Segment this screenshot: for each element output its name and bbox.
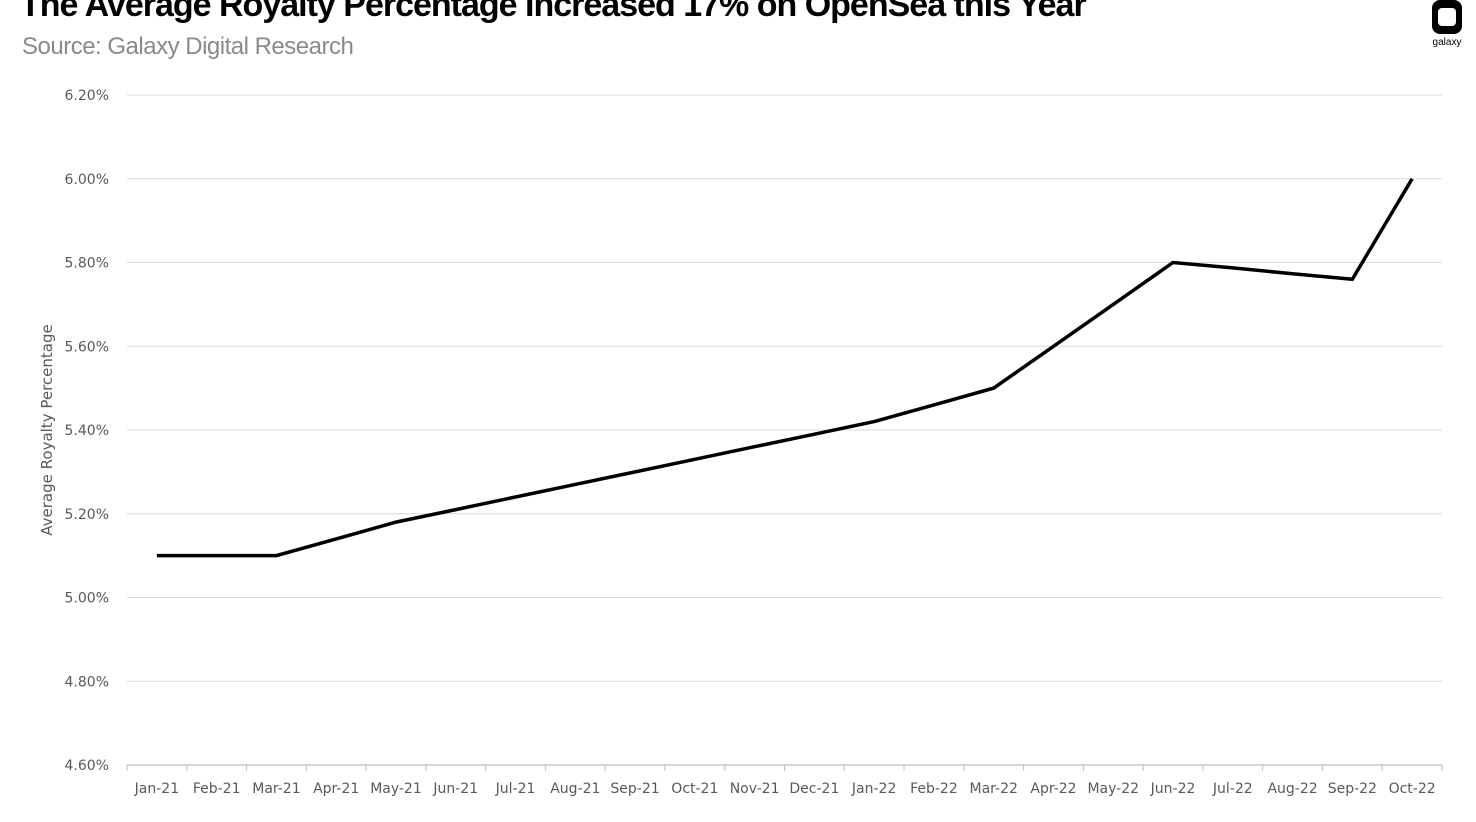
- y-axis-label: Average Royalty Percentage: [38, 324, 56, 535]
- x-tick-label: Aug-22: [1267, 781, 1317, 797]
- galaxy-logo: galaxy: [1422, 0, 1472, 56]
- y-tick-label: 5.60%: [65, 339, 109, 355]
- series-line: [156, 177, 1414, 558]
- chart-title: The Average Royalty Percentage Increased…: [20, 0, 1087, 24]
- x-tick-label: Sep-22: [1328, 781, 1377, 797]
- gridlines: [127, 94, 1442, 682]
- y-tick-label: 5.00%: [65, 591, 109, 607]
- chart-subtitle: Source: Galaxy Digital Research: [22, 33, 354, 60]
- x-tick-label: Feb-22: [910, 781, 958, 797]
- x-tick-label: Jan-22: [851, 781, 896, 797]
- x-tick-label: Mar-21: [252, 781, 300, 797]
- y-axis-ticks: 6.20% 6.00% 5.80% 5.60% 5.40% 5.20% 5.00% 4.80%…: [65, 88, 109, 774]
- x-tick-label: Apr-22: [1030, 781, 1076, 797]
- x-tick-label: Oct-22: [1389, 781, 1436, 797]
- x-axis: [126, 764, 1443, 771]
- y-tick-label: 4.60%: [65, 758, 109, 774]
- x-tick-label: Jun-22: [1150, 781, 1196, 797]
- y-tick-label: 6.00%: [65, 172, 109, 188]
- x-axis-ticks: Jan-21 Feb-21 Mar-21 Apr-21 May-21 Jun-21 Jul-…: [134, 781, 1436, 797]
- y-tick-label: 5.20%: [65, 507, 109, 523]
- x-tick-label: Oct-21: [671, 781, 718, 797]
- galaxy-logo-icon: [1432, 0, 1462, 34]
- y-tick-label: 6.20%: [65, 88, 109, 104]
- y-tick-label: 5.40%: [65, 423, 109, 439]
- x-tick-label: Feb-21: [193, 781, 241, 797]
- x-tick-label: May-21: [370, 781, 422, 797]
- galaxy-logo-text: galaxy: [1432, 37, 1462, 48]
- x-tick-label: Jul-21: [495, 781, 536, 797]
- y-tick-label: 4.80%: [65, 674, 109, 690]
- x-tick-label: Jun-21: [432, 781, 478, 797]
- x-tick-label: Sep-21: [610, 781, 659, 797]
- x-tick-label: Jan-21: [134, 781, 179, 797]
- x-tick-label: Apr-21: [313, 781, 359, 797]
- x-tick-label: Jul-22: [1212, 781, 1253, 797]
- series-group: [156, 177, 1414, 558]
- x-tick-label: Mar-22: [970, 781, 1018, 797]
- x-tick-label: Nov-21: [730, 781, 780, 797]
- x-tick-label: Aug-21: [550, 781, 600, 797]
- x-tick-label: May-22: [1087, 781, 1139, 797]
- x-tick-label: Dec-21: [789, 781, 839, 797]
- y-tick-label: 5.80%: [65, 256, 109, 272]
